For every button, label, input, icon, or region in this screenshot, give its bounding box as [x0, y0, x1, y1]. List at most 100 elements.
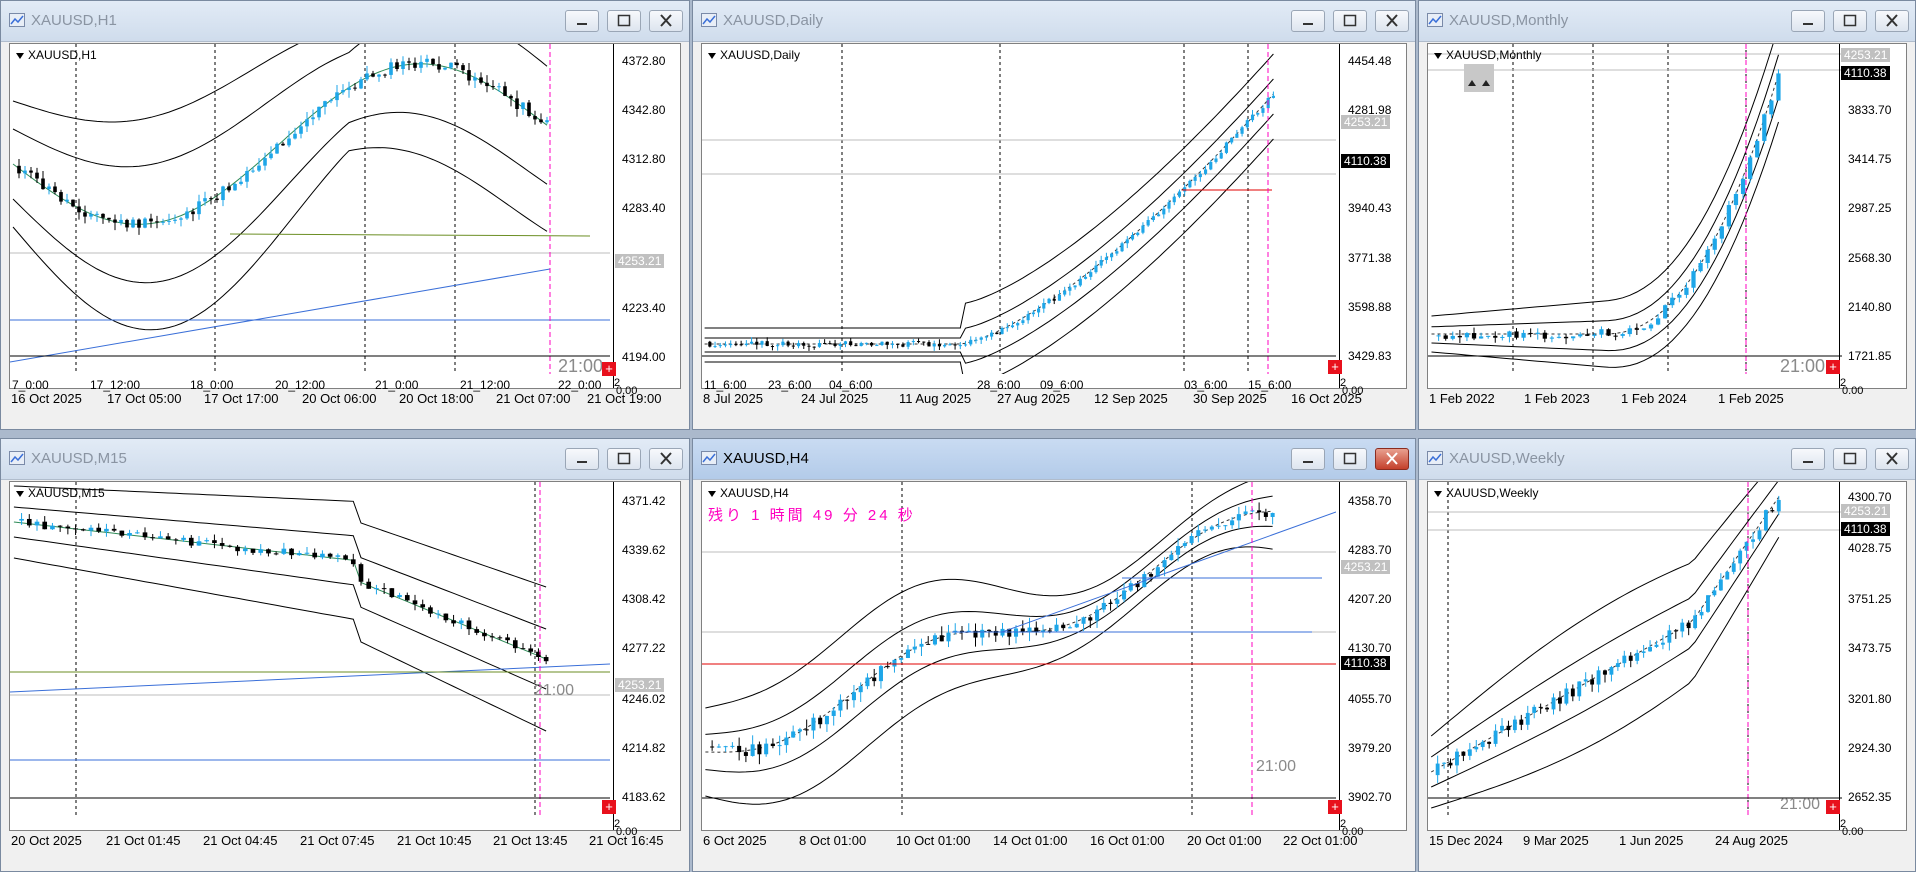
add-order-button[interactable]: + [602, 362, 616, 376]
bear-candle [926, 643, 931, 645]
chart-canvas[interactable]: XAUUSD,H1 4372.80 4342.80 4312.80 4283.4… [9, 43, 681, 397]
price-plot[interactable] [702, 482, 1336, 816]
bull-candle [347, 87, 351, 91]
bear-candle [872, 677, 877, 682]
bar-countdown: 残り 1 時間 49 分 24 秒 [708, 507, 916, 524]
price-axis: 4371.42 4339.62 4308.42 4277.22 4253.21 … [613, 482, 680, 830]
chart-window-monthly[interactable]: XAUUSD,Monthly XAUUSD,Monthly 4253.21 41… [1418, 0, 1916, 430]
bull-candle [890, 343, 895, 345]
bear-candle [461, 65, 465, 71]
chart-window-h1[interactable]: XAUUSD,H1 XAUUSD,H1 4372.80 4342.80 4312… [0, 0, 690, 430]
minimize-button[interactable] [1291, 10, 1325, 32]
bull-candle [269, 153, 273, 159]
chart-window-m15[interactable]: XAUUSD,M15 XAUUSD,M15 4371.42 4339.62 43… [0, 438, 690, 872]
price-label: 3771.38 [1348, 251, 1392, 265]
window-title: XAUUSD,H4 [723, 450, 809, 467]
minimize-icon [577, 23, 587, 25]
price-plot[interactable] [702, 44, 1336, 374]
minimize-button[interactable] [565, 10, 599, 32]
bear-candle [710, 746, 715, 748]
minimize-button[interactable] [1791, 10, 1825, 32]
bollinger-band-line [705, 495, 1273, 735]
chart-window-daily[interactable]: XAUUSD,Daily XAUUSD,Daily 4454.48 4281.9… [692, 0, 1416, 430]
bull-candle [197, 201, 201, 215]
add-order-button[interactable]: + [1826, 800, 1840, 814]
bull-candle [425, 58, 429, 62]
price-plot[interactable] [1428, 482, 1842, 816]
close-button[interactable] [1375, 448, 1409, 470]
price-label: 3751.25 [1848, 592, 1892, 606]
chart-window-h4[interactable]: XAUUSD,H4 XAUUSD,H4 残り 1 時間 49 分 24 秒 43… [692, 438, 1416, 872]
bull-candle [1435, 763, 1440, 776]
bull-candle [932, 343, 936, 347]
close-button[interactable] [1875, 448, 1909, 470]
minimize-button[interactable] [1791, 448, 1825, 470]
bull-candle [1755, 140, 1760, 158]
bull-candle [458, 620, 464, 624]
bollinger-band-line [1431, 44, 1774, 317]
chart-canvas[interactable]: XAUUSD,Monthly 4253.21 4110.38 3833.70 3… [1427, 43, 1907, 397]
maximize-button[interactable] [1333, 10, 1367, 32]
price-plot[interactable] [10, 44, 610, 374]
window-titlebar[interactable]: XAUUSD,H4 [693, 439, 1415, 480]
chart-window-weekly[interactable]: XAUUSD,Weekly XAUUSD,Weekly 4300.70 4253… [1418, 438, 1916, 872]
window-titlebar[interactable]: XAUUSD,Monthly [1419, 1, 1915, 42]
bear-candle [885, 666, 890, 668]
bull-candle [1474, 746, 1479, 750]
bull-candle [948, 344, 952, 346]
bear-candle [734, 344, 738, 346]
add-order-button[interactable]: + [1328, 800, 1342, 814]
bear-candle [17, 165, 21, 174]
bull-candle [158, 536, 163, 539]
bear-candle [77, 206, 81, 213]
moving-average-line [13, 521, 547, 660]
bull-candle [1203, 169, 1208, 174]
window-titlebar[interactable]: XAUUSD,Weekly [1419, 439, 1915, 480]
add-order-button[interactable]: + [1826, 360, 1840, 374]
maximize-button[interactable] [607, 10, 641, 32]
close-button[interactable] [649, 448, 683, 470]
chart-canvas[interactable]: XAUUSD,M15 4371.42 4339.62 4308.42 4277.… [9, 481, 681, 838]
price-label: 2987.25 [1848, 201, 1892, 215]
chart-canvas[interactable]: XAUUSD,H4 残り 1 時間 49 分 24 秒 4358.70 4283… [701, 481, 1407, 838]
bull-candle [979, 337, 983, 340]
bull-candle [335, 92, 339, 101]
maximize-button[interactable] [1833, 10, 1867, 32]
price-label: 4194.00 [622, 350, 666, 364]
bull-candle [204, 540, 210, 542]
time-axis: 6 Oct 2025 8 Oct 01:00 10 Oct 01:00 14 O… [703, 833, 1358, 848]
symbol-label: XAUUSD,Weekly [1434, 486, 1538, 500]
bollinger-band-line [13, 536, 547, 690]
bear-candle [482, 632, 487, 637]
window-titlebar[interactable]: XAUUSD,M15 [1, 439, 689, 480]
add-order-button[interactable]: + [1328, 360, 1342, 374]
close-button[interactable] [649, 10, 683, 32]
bear-candle [413, 62, 417, 68]
price-label: 2140.80 [1848, 300, 1892, 314]
maximize-button[interactable] [1833, 448, 1867, 470]
close-button[interactable] [1375, 10, 1409, 32]
scroll-arrows[interactable] [1464, 64, 1494, 92]
maximize-button[interactable] [607, 448, 641, 470]
price-plot[interactable] [10, 482, 610, 816]
window-titlebar[interactable]: XAUUSD,H1 [1, 1, 689, 42]
bear-candle [1634, 328, 1639, 330]
chart-canvas[interactable]: XAUUSD,Weekly 4300.70 4253.21 4110.38 40… [1427, 481, 1907, 838]
bull-candle [329, 100, 333, 102]
price-plot[interactable] [1428, 44, 1842, 374]
bear-candle [743, 752, 748, 756]
bull-candle [1725, 571, 1730, 580]
close-button[interactable] [1875, 10, 1909, 32]
bear-candle [1443, 335, 1448, 339]
add-order-button[interactable]: + [602, 800, 616, 814]
bull-candle [1680, 622, 1685, 632]
bull-candle [1480, 741, 1485, 747]
price-label: 3201.80 [1848, 692, 1892, 706]
window-title: XAUUSD,Weekly [1449, 450, 1565, 467]
minimize-button[interactable] [1291, 448, 1325, 470]
window-titlebar[interactable]: XAUUSD,Daily [693, 1, 1415, 42]
maximize-button[interactable] [1333, 448, 1367, 470]
minimize-button[interactable] [565, 448, 599, 470]
price-axis: 4253.21 4110.38 3833.70 3414.75 2987.25 … [1839, 44, 1906, 388]
chart-canvas[interactable]: XAUUSD,Daily 4454.48 4281.98 4253.21 411… [701, 43, 1407, 397]
